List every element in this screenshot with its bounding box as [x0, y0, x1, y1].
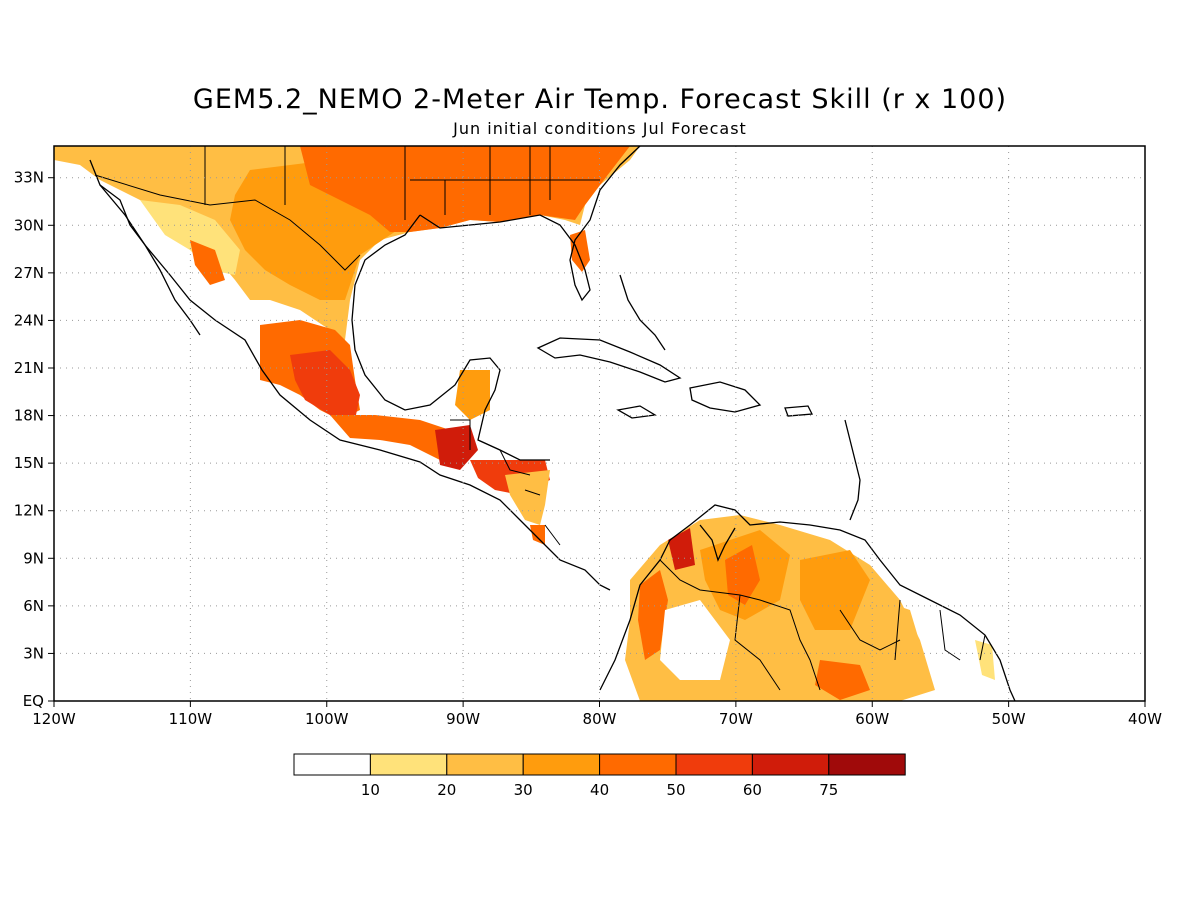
lon-tick-label: 70W — [719, 710, 753, 728]
colorbar-label: 40 — [590, 781, 609, 799]
border-south-america — [659, 559, 986, 691]
lat-tick-label: 18N — [14, 407, 44, 425]
lat-tick-label: 3N — [23, 644, 44, 662]
skill-region-florida — [570, 230, 590, 272]
skill-region-guatemala — [435, 425, 478, 470]
coastline-cuba — [536, 337, 682, 383]
skill-region-oaxaca — [330, 415, 460, 460]
lat-tick-label: 33N — [14, 169, 44, 187]
lon-tick-label: 50W — [992, 710, 1026, 728]
lat-tick-label: 15N — [14, 454, 44, 472]
lat-tick-label: 30N — [14, 216, 44, 234]
coastline-bahamas — [619, 274, 666, 351]
border-us-states — [204, 146, 600, 220]
lat-tick-label: EQ — [23, 692, 44, 710]
skill-region-amapa — [975, 640, 995, 680]
skill-region-yucatan — [455, 370, 490, 420]
colorbar-swatch — [828, 753, 906, 776]
latitude-axis: EQ 3N 6N 9N 12N 15N 18N 21N 24N 27N 30N 33N — [14, 169, 54, 710]
skill-region-costa-rica — [530, 525, 545, 545]
coastline-north-america-pacific — [89, 159, 611, 591]
skill-region-suriname — [880, 600, 925, 675]
map-title: GEM5.2_NEMO 2-Meter Air Temp. Forecast S… — [192, 84, 1008, 115]
skill-region-guyana — [800, 550, 870, 630]
colorbar-label: 30 — [514, 781, 533, 799]
lat-tick-label: 9N — [23, 549, 44, 567]
colorbar-swatch — [751, 753, 830, 776]
border-layer — [94, 146, 986, 691]
colorbar-label: 50 — [666, 781, 685, 799]
skill-region-nicaragua — [505, 470, 550, 525]
colorbar-swatch — [522, 753, 601, 776]
coastline-south-america-north — [599, 504, 1016, 701]
lon-tick-label: 100W — [305, 710, 349, 728]
lat-tick-label: 27N — [14, 264, 44, 282]
lat-tick-label: 21N — [14, 359, 44, 377]
skill-region-southeast-us — [300, 146, 630, 232]
lon-tick-label: 80W — [583, 710, 617, 728]
colorbar-swatch — [599, 753, 677, 776]
coastline-layer — [89, 146, 1016, 701]
graticule — [54, 146, 1145, 701]
coastline-gulf-north — [419, 146, 641, 302]
colorbar-swatch — [369, 753, 448, 776]
colorbar-label: 60 — [743, 781, 762, 799]
lat-tick-label: 24N — [14, 311, 44, 329]
coastline-maracaibo — [699, 524, 736, 562]
lat-tick-label: 6N — [23, 597, 44, 615]
colorbar-swatch — [675, 753, 753, 776]
colorbar-label: 20 — [437, 781, 456, 799]
lon-tick-label: 40W — [1128, 710, 1162, 728]
skill-region-brazil-north — [815, 660, 870, 700]
colorbar: 10 20 30 40 50 60 75 — [293, 753, 906, 799]
lon-tick-label: 120W — [32, 710, 76, 728]
coastline-hispaniola — [689, 381, 762, 413]
lon-tick-label: 110W — [169, 710, 213, 728]
lon-tick-label: 90W — [446, 710, 480, 728]
colorbar-swatch — [293, 753, 371, 776]
coastline-lesser-antilles — [844, 419, 861, 521]
colorbar-swatch — [446, 753, 524, 776]
colorbar-label: 75 — [819, 781, 838, 799]
map-subtitle: Jun initial conditions Jul Forecast — [453, 119, 747, 138]
colorbar-label: 10 — [361, 781, 380, 799]
longitude-axis: 120W 110W 100W 90W 80W 70W 60W 50W 40W — [32, 701, 1162, 728]
skill-region-venezuela-core — [725, 545, 760, 605]
coastline-puerto-rico — [784, 405, 814, 417]
skill-region-sonora-core — [190, 240, 225, 285]
coastline-baja — [99, 184, 201, 336]
lon-tick-label: 60W — [855, 710, 889, 728]
coastline-jamaica — [616, 405, 657, 419]
skill-shading-layer — [54, 146, 995, 701]
border-us-mexico — [94, 174, 361, 271]
skill-region-amazon-gap — [660, 600, 730, 680]
skill-region-colombia-west — [638, 570, 668, 660]
coastline-gulf-of-mexico — [351, 214, 550, 461]
border-central-america — [450, 419, 561, 546]
lat-tick-label: 12N — [14, 502, 44, 520]
skill-region-guajira — [668, 528, 695, 570]
